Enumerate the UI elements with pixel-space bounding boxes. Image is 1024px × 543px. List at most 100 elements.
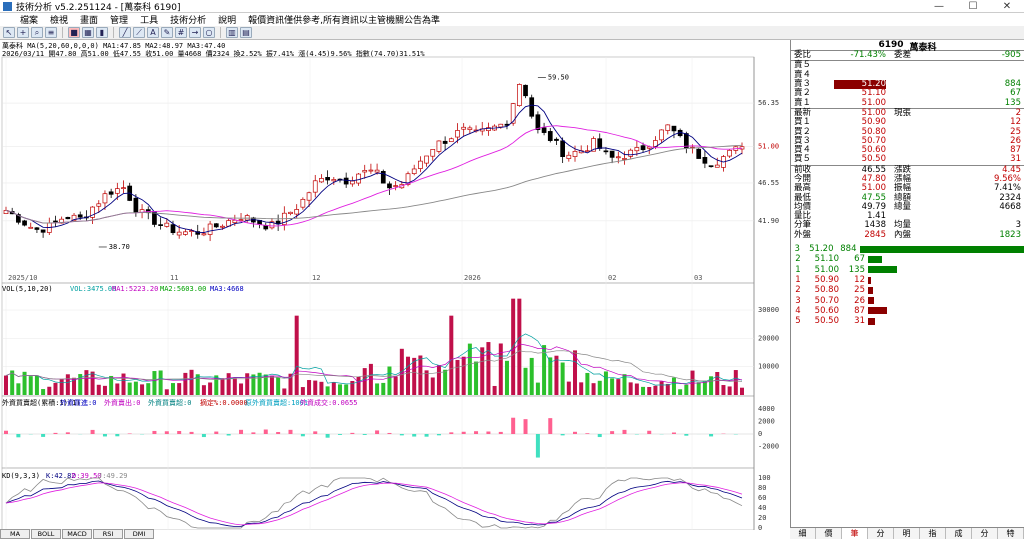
volume-bar [375, 383, 380, 395]
table-icon[interactable]: ▦ [82, 27, 94, 38]
volume-bar [554, 355, 559, 395]
volume-bar [65, 374, 70, 395]
foreign-bar [189, 431, 194, 434]
trend-icon[interactable]: ⟋ [133, 27, 145, 38]
indicator-tab-rsi[interactable]: RSI [93, 529, 123, 539]
volume-bar [733, 370, 738, 395]
line-icon[interactable]: ╱ [119, 27, 131, 38]
candle-body [368, 169, 374, 172]
volume-bar [622, 374, 627, 395]
side-tab-2[interactable]: 筆 [842, 528, 868, 539]
foreign-bar [214, 431, 219, 434]
volume-bar [115, 383, 120, 395]
zoom-icon[interactable]: ⌕ [31, 27, 43, 38]
close-button[interactable]: ✕ [1002, 0, 1012, 12]
foreign-tick-label: 2000 [758, 418, 775, 426]
volume-bar [721, 385, 726, 395]
foreign-title: 外資買賣超(累積:1)(1) [2, 399, 81, 407]
volume-bar [684, 384, 689, 395]
side-tab-5[interactable]: 指 [920, 528, 946, 539]
menu-view[interactable]: 檢視 [50, 16, 69, 26]
toolbar: ↖ + ⌕ ≡ ■ ▦ ▮ ╱ ⟋ A ✎ # → ○ ▥ ▤ [0, 26, 1024, 40]
indicator-tab-boll[interactable]: BOLL [31, 529, 61, 539]
candle-body [350, 180, 355, 185]
candle-body [455, 130, 460, 138]
volume-bar [560, 362, 565, 395]
x-axis-label: 03 [694, 274, 702, 282]
candle-body [71, 214, 77, 221]
side-tab-1[interactable]: 價 [816, 528, 842, 539]
indicator-tab-ma[interactable]: MA [0, 529, 30, 539]
menu-manage[interactable]: 管理 [110, 16, 129, 26]
candle-body [77, 214, 83, 218]
side-tab-4[interactable]: 明 [894, 528, 920, 539]
pointer-icon[interactable]: ↖ [3, 27, 15, 38]
chart-type-icon[interactable]: ▥ [226, 27, 238, 38]
stat-row-0: 前收 46.55 漲跌 4.45 [794, 164, 1021, 175]
bar-chart-icon[interactable]: ▮ [96, 27, 108, 38]
volume-bar [467, 343, 472, 395]
foreign-bar [548, 418, 553, 434]
volume-bar [183, 372, 188, 395]
x-axis-label: 02 [608, 274, 616, 282]
crosshair-icon[interactable]: + [17, 27, 29, 38]
kd-tick-label: 80 [758, 484, 766, 492]
kd-title: KD(9,3,3) [2, 472, 40, 480]
maximize-button[interactable]: ☐ [968, 0, 978, 12]
grid-icon[interactable]: # [175, 27, 187, 38]
menu-file[interactable]: 檔案 [20, 16, 39, 26]
minimize-button[interactable]: — [934, 0, 944, 12]
font-icon[interactable]: A [147, 27, 159, 38]
chart-area[interactable]: 56.35 51.00 46.55 41.90 2025/10 11 12 2026 02 03 5… [0, 40, 790, 530]
volume-bar [436, 365, 441, 395]
kd-tick-label: 60 [758, 494, 766, 502]
candle-body [436, 140, 442, 152]
candle-body [65, 216, 71, 220]
candle-body [220, 225, 225, 228]
candle-body [609, 150, 615, 158]
bid-row-4: 買４ 50.60 87 [794, 145, 1021, 156]
candle-body [714, 164, 720, 168]
side-tab-6[interactable]: 成 [946, 528, 972, 539]
foreign-legend-5: 外資成交:0.0655 [300, 399, 358, 407]
side-tab-8[interactable]: 特 [998, 528, 1024, 539]
menu-screen[interactable]: 畫面 [80, 16, 99, 26]
price-tick-label: 51.00 [758, 143, 779, 151]
candle-body [529, 97, 535, 117]
volume-bar [313, 380, 318, 395]
circle-icon[interactable]: ○ [203, 27, 215, 38]
menu-help[interactable]: 說明 [218, 16, 237, 26]
price-level-row: 2 51.10 67 [791, 254, 1024, 264]
menu-tools[interactable]: 工具 [140, 16, 159, 26]
save-icon[interactable]: ▤ [240, 27, 252, 38]
x-axis-label: 2026 [464, 274, 481, 282]
indicator-tab-macd[interactable]: MACD [62, 529, 92, 539]
side-tab-3[interactable]: 分 [868, 528, 894, 539]
candle-body [739, 146, 745, 150]
menu-tech-analysis[interactable]: 技術分析 [170, 16, 207, 26]
candle-body [615, 156, 621, 159]
list-icon[interactable]: ≡ [45, 27, 57, 38]
volume-bar [269, 375, 274, 395]
arrow-icon[interactable]: → [189, 27, 201, 38]
volume-bar [220, 378, 225, 395]
volume-bar [548, 357, 553, 395]
volume-bar [678, 389, 683, 395]
color-icon[interactable]: ■ [68, 27, 80, 38]
foreign-bar [102, 434, 107, 437]
candle-body [164, 222, 170, 227]
volume-bar [96, 384, 101, 395]
chart-canvas[interactable]: 56.35 51.00 46.55 41.90 2025/10 11 12 2026 02 03 5… [0, 40, 790, 530]
foreign-bar [375, 430, 380, 434]
candle-body [418, 160, 423, 169]
candle-body [207, 223, 213, 235]
volume-bar [177, 383, 182, 395]
side-tab-0[interactable]: 細 [790, 528, 816, 539]
candle-body [498, 123, 504, 128]
side-tab-7[interactable]: 分 [972, 528, 998, 539]
draw-icon[interactable]: ✎ [161, 27, 173, 38]
foreign-bar [177, 430, 182, 434]
indicator-tab-dmi[interactable]: DMI [124, 529, 154, 539]
candle-body [671, 125, 677, 132]
candle-body [121, 187, 126, 190]
